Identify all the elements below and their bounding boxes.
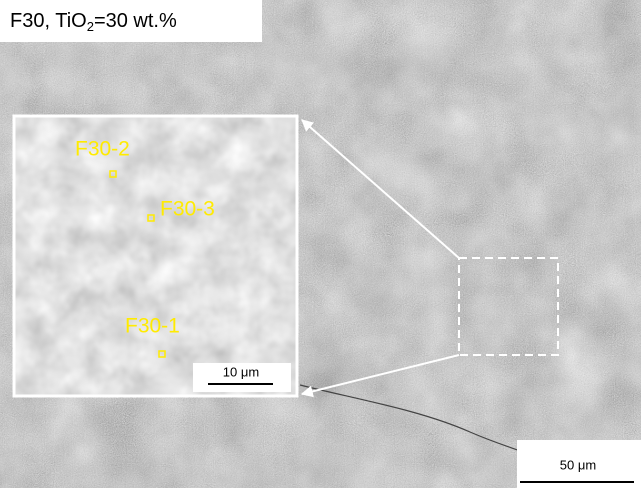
scale-bar-label: 50 μm [560, 457, 596, 472]
point-label: F30-2 [75, 138, 130, 161]
scale-bar-label: 10 μm [223, 364, 259, 379]
point-label: F30-3 [160, 198, 215, 221]
point-label: F30-1 [125, 315, 180, 338]
sample-label: F30, TiO2=30 wt.% [10, 10, 177, 34]
inset-image [14, 116, 297, 396]
micrograph: F30, TiO2=30 wt.% F30-2 F30-3 F30-1 10 μ… [0, 0, 641, 488]
